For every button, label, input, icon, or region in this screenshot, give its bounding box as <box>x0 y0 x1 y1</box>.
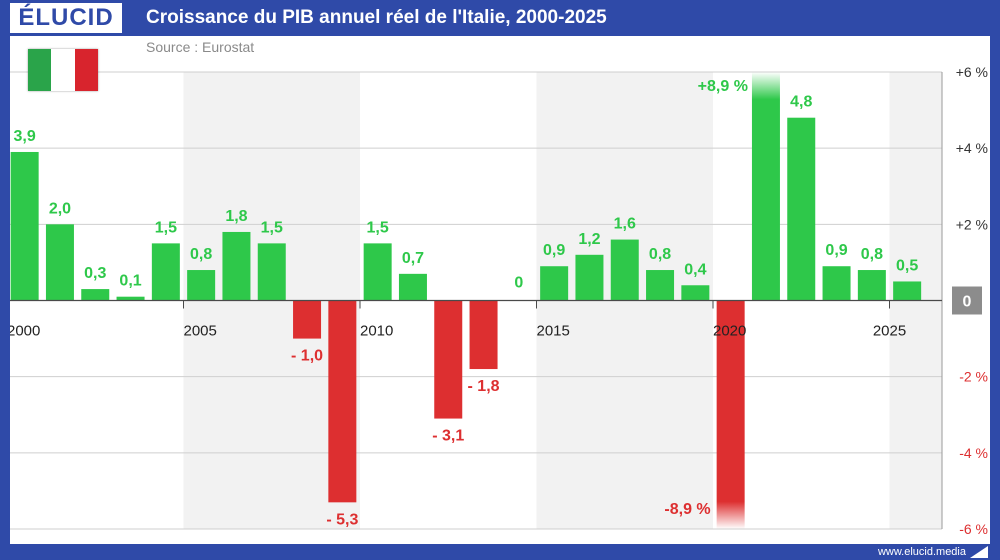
data-label-2021: +8,9 % <box>698 78 748 95</box>
x-tick-label: 2005 <box>184 323 217 340</box>
bar-2019 <box>681 285 710 301</box>
bar-2004 <box>151 243 180 301</box>
flag-stripe-white <box>51 49 75 91</box>
data-label-2023: 0,9 <box>825 242 847 259</box>
data-label-2002: 0,3 <box>84 265 106 282</box>
bar-2021 <box>751 72 780 301</box>
data-label-2024: 0,8 <box>861 246 883 263</box>
bar-2024 <box>857 270 886 301</box>
data-label-2015: 0,9 <box>543 242 565 259</box>
data-label-2013: - 1,8 <box>468 378 500 395</box>
y-tick-label: +4 % <box>956 140 988 156</box>
bar-2015 <box>540 266 569 301</box>
data-label-2016: 1,2 <box>578 231 600 248</box>
x-tick-label: 2000 <box>10 323 40 340</box>
bar-2016 <box>575 254 604 301</box>
chart-plot: 3,9 2,0 0,3 0,1 1,5 0,8 1,8 1,5 - 1,0 - 5,3 1,5 0,7… <box>10 64 988 537</box>
data-label-2012: - 3,1 <box>432 428 464 445</box>
data-label-2006: 1,8 <box>225 208 247 225</box>
data-label-2025: 0,5 <box>896 257 918 274</box>
data-label-2019: 0,4 <box>684 261 706 278</box>
bar-2013 <box>469 300 498 370</box>
y-tick-label: -2 % <box>959 369 988 385</box>
elucid-mark-icon <box>970 546 988 558</box>
bar-2020 <box>716 300 745 529</box>
y-tick-label: -4 % <box>959 445 988 461</box>
bar-2006 <box>222 231 251 301</box>
bar-2018 <box>646 270 675 301</box>
bar-2005 <box>187 270 216 301</box>
data-label-2014: 0 <box>514 275 523 292</box>
flag-stripe-green <box>28 49 52 91</box>
bar-2001 <box>45 224 74 301</box>
bar-2008 <box>293 300 322 339</box>
elucid-logo: ÉLUCID <box>10 3 122 33</box>
chart-title: Croissance du PIB annuel réel de l'Itali… <box>146 7 607 28</box>
bar-2022 <box>787 117 816 301</box>
data-label-2009: - 5,3 <box>326 511 358 528</box>
bar-2009 <box>328 300 357 503</box>
y-tick-label: -6 % <box>959 521 988 537</box>
bar-2025 <box>893 281 922 301</box>
data-label-2011: 0,7 <box>402 250 424 267</box>
header-bar: ÉLUCID Croissance du PIB annuel réel de … <box>0 0 1000 36</box>
bar-2002 <box>81 289 110 301</box>
data-label-2004: 1,5 <box>155 219 177 236</box>
bar-2000 <box>10 151 39 301</box>
data-label-2005: 0,8 <box>190 246 212 263</box>
data-label-2001: 2,0 <box>49 200 71 217</box>
italy-flag-icon <box>28 49 98 91</box>
data-label-2003: 0,1 <box>119 273 141 290</box>
data-label-2010: 1,5 <box>367 219 389 236</box>
bar-2010 <box>363 243 392 301</box>
zero-badge <box>952 286 982 315</box>
flag-stripe-red <box>74 49 98 91</box>
footer-url[interactable]: www.elucid.media <box>877 546 966 558</box>
x-tick-label: 2025 <box>873 323 906 340</box>
x-tick-label: 2015 <box>537 323 570 340</box>
bar-2011 <box>398 273 427 301</box>
data-label-2007: 1,5 <box>261 219 283 236</box>
data-label-2022: 4,8 <box>790 94 812 111</box>
data-label-2017: 1,6 <box>614 216 636 233</box>
data-label-2000: 3,9 <box>14 128 36 145</box>
bar-2003 <box>116 296 145 301</box>
bar-2012 <box>434 300 463 419</box>
chart-panel: 3,9 2,0 0,3 0,1 1,5 0,8 1,8 1,5 - 1,0 - 5,3 1,5 0,7… <box>10 36 990 544</box>
data-label-2018: 0,8 <box>649 246 671 263</box>
bar-2017 <box>610 239 639 301</box>
x-tick-label: 2010 <box>360 323 393 340</box>
data-label-2008: - 1,0 <box>291 348 323 365</box>
y-tick-label: +6 % <box>956 64 988 80</box>
source-note: Source : Eurostat <box>146 39 255 55</box>
y-tick-label: +2 % <box>956 216 988 232</box>
x-tick-label: 2020 <box>713 323 746 340</box>
y-tick-label: 0 <box>963 294 972 311</box>
data-label-2020: -8,9 % <box>664 501 710 518</box>
bar-2007 <box>257 243 286 301</box>
bar-2023 <box>822 266 851 301</box>
